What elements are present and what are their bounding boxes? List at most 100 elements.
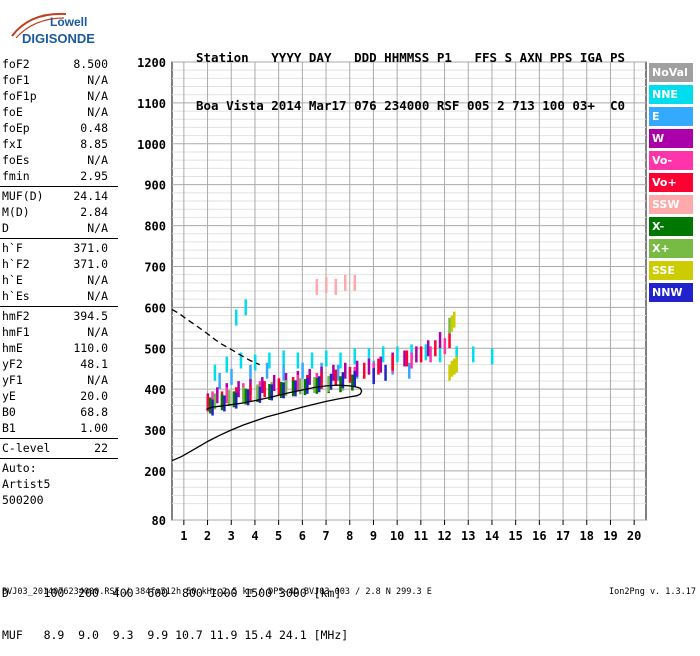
auto-code: 500200 <box>2 493 44 507</box>
header-field-day: DAY <box>308 50 332 65</box>
param-value: 8.500 <box>73 57 108 71</box>
legend-item-nne: NNE <box>649 85 693 104</box>
param-divider <box>0 458 118 459</box>
data-point <box>490 348 494 365</box>
y-tick-label: 400 <box>144 383 166 397</box>
data-point <box>317 376 321 393</box>
distance-row: D 100 200 400 600 800 1000 1500 3000 [km… <box>2 586 348 600</box>
param-value: 8.85 <box>80 137 108 151</box>
param-row: D N/A <box>0 220 118 236</box>
data-point <box>384 364 387 381</box>
data-point <box>426 340 430 357</box>
data-point <box>213 364 217 381</box>
param-row: hmF1 N/A <box>0 324 118 340</box>
data-point <box>344 274 347 291</box>
param-value: N/A <box>87 221 108 235</box>
data-point <box>234 309 238 326</box>
muf-distance-table: D 100 200 400 600 800 1000 1500 3000 [km… <box>2 558 348 656</box>
param-value: N/A <box>87 105 108 119</box>
param-value: 24.14 <box>73 189 108 203</box>
param-name: C-level <box>2 441 51 455</box>
x-tick-label: 3 <box>228 529 235 543</box>
param-name: h`E <box>2 273 23 287</box>
param-name: h`Es <box>2 289 30 303</box>
header-value-hhmmss: 234000 <box>384 98 430 113</box>
dashed-profile-curve <box>171 308 260 366</box>
param-name: h`F2 <box>2 257 30 271</box>
data-point <box>336 364 340 381</box>
lowell-digisonde-logo: Lowell DIGISONDE <box>11 12 95 46</box>
data-point <box>408 362 411 379</box>
distance-label: D <box>2 586 9 600</box>
param-row: yF1 N/A <box>0 372 118 388</box>
data-point <box>223 395 226 412</box>
data-point <box>353 348 356 365</box>
header-value-station: Boa Vista <box>196 98 264 113</box>
data-point <box>277 379 281 396</box>
data-point <box>282 350 285 367</box>
param-value: 1.00 <box>80 421 108 435</box>
param-row: foEs N/A <box>0 152 118 168</box>
header-field-yyyy: YYYY <box>271 50 302 65</box>
data-point <box>415 346 418 363</box>
header-value-s: 2 <box>497 98 505 113</box>
y-tick-label: 1100 <box>137 97 166 111</box>
data-point <box>329 373 333 390</box>
data-point <box>450 360 454 377</box>
param-row: yE 20.0 <box>0 388 118 404</box>
x-tick-label: 14 <box>485 529 499 543</box>
param-value: N/A <box>87 73 108 87</box>
data-point <box>234 392 238 409</box>
x-tick-label: 17 <box>556 529 570 543</box>
data-point <box>256 384 259 401</box>
header-value-p1: RSF <box>436 98 460 113</box>
y-tick-label: 200 <box>144 465 166 479</box>
param-value: N/A <box>87 289 108 303</box>
data-point <box>310 352 314 369</box>
y-tick-label: 900 <box>144 179 166 193</box>
data-point <box>443 338 447 355</box>
data-point <box>334 369 338 386</box>
param-name: foF1 <box>2 73 30 87</box>
param-value: 394.5 <box>73 309 108 323</box>
header-value-day: Mar17 <box>308 98 347 113</box>
param-value: N/A <box>87 153 108 167</box>
param-name: MUF(D) <box>2 189 44 203</box>
header-field-ffs: FFS <box>474 50 498 65</box>
param-value: N/A <box>87 325 108 339</box>
data-point <box>239 352 243 369</box>
data-point <box>220 394 224 411</box>
param-value: 48.1 <box>80 357 108 371</box>
param-row: foE N/A <box>0 104 118 120</box>
data-point <box>244 388 247 405</box>
data-point <box>367 348 371 365</box>
data-point <box>377 358 380 375</box>
param-row: C-level 22 <box>0 440 118 456</box>
x-tick-label: 1 <box>180 529 187 543</box>
param-value: N/A <box>87 373 108 387</box>
data-point <box>232 391 236 408</box>
x-tick-label: 4 <box>251 529 258 543</box>
param-row: hmF2 394.5 <box>0 308 118 324</box>
param-row: h`F 371.0 <box>0 240 118 256</box>
data-point <box>396 346 399 363</box>
data-point <box>453 358 456 375</box>
data-point <box>306 377 309 394</box>
legend-item-noval: NoVal <box>649 63 693 82</box>
data-point <box>348 366 352 383</box>
data-point <box>419 346 423 363</box>
param-row: MUF(D) 24.14 <box>0 188 118 204</box>
param-name: B0 <box>2 405 16 419</box>
legend-item-vo-minus: Vo- <box>649 151 693 170</box>
data-point <box>353 274 356 291</box>
data-point <box>272 375 276 392</box>
param-row: hmE 110.0 <box>0 340 118 356</box>
data-point <box>381 346 385 363</box>
data-point <box>206 395 210 412</box>
param-name: hmF2 <box>2 309 30 323</box>
version-footer: Ion2Png v. 1.3.17 <box>609 587 696 597</box>
header-value-ddd: 076 <box>354 98 377 113</box>
data-point <box>208 397 212 414</box>
data-point <box>227 390 231 407</box>
param-name: B1 <box>2 421 16 435</box>
